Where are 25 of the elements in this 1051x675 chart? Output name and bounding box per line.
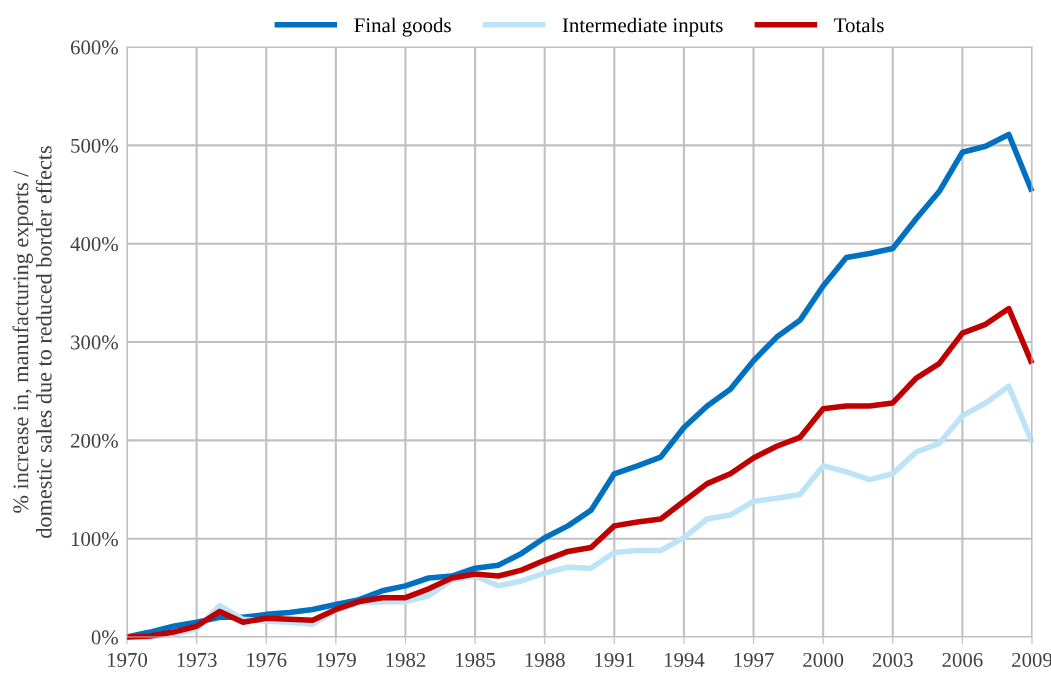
y-tick-label: 200% xyxy=(70,433,118,448)
legend-label: Intermediate inputs xyxy=(562,17,723,37)
x-tick-label: 1988 xyxy=(525,652,565,667)
legend-label: Totals xyxy=(834,17,884,33)
x-tick-label: 2006 xyxy=(942,652,983,667)
legend-label: Final goods xyxy=(354,17,451,37)
x-tick-label: 1973 xyxy=(177,652,217,667)
y-axis-title: % increase in, manufacturing exports / domestic sales due to reduced border effects xyxy=(12,146,52,538)
x-tick-label: 2009 xyxy=(1012,652,1051,667)
y-tick-label: 400% xyxy=(70,237,118,252)
x-tick-label: 1982 xyxy=(386,652,426,667)
x-tick-label: 1970 xyxy=(108,652,148,667)
y-tick-label: 100% xyxy=(71,532,118,547)
x-tick-label: 2003 xyxy=(872,652,913,667)
x-tick-label: 1976 xyxy=(247,652,287,667)
x-tick-label: 1985 xyxy=(456,652,496,667)
x-tick-label: 2000 xyxy=(803,652,844,667)
x-tick-label: 1997 xyxy=(734,652,774,667)
y-tick-label: 600% xyxy=(70,40,118,55)
y-tick-label: 300% xyxy=(71,335,118,350)
y-tick-label: 500% xyxy=(71,138,118,153)
x-tick-label: 1991 xyxy=(595,652,634,667)
y-tick-label: 0% xyxy=(91,630,118,645)
x-tick-label: 1994 xyxy=(664,652,705,667)
x-tick-label: 1979 xyxy=(316,652,356,667)
